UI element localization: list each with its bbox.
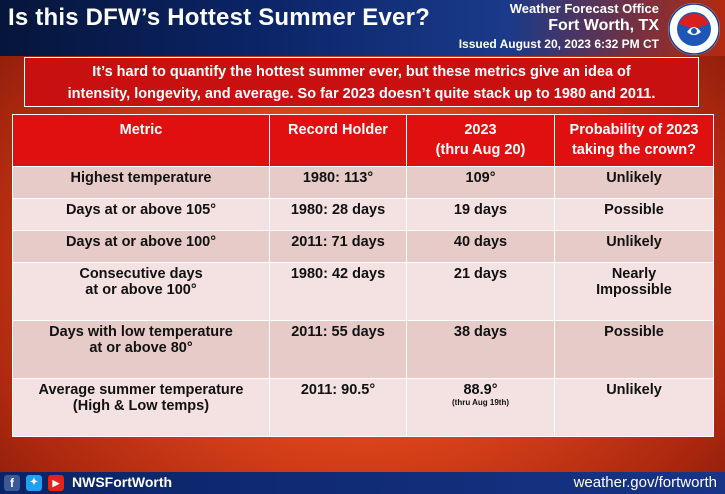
holder-cell: 1980: 113° [269,166,407,199]
metric-label: Highest temperature [70,170,212,186]
header-2023-line1: 2023 [464,122,497,138]
metric-label: Days at or above 100° [65,234,217,250]
office-location: Fort Worth, TX [548,17,659,34]
office-info: Weather Forecast Office Fort Worth, TX I… [459,1,659,51]
facebook-icon[interactable]: f [4,475,20,491]
table-row: Highest temperature 1980: 113° 109° Unli… [12,166,714,199]
issued-time: Issued August 20, 2023 6:32 PM CT [458,37,659,51]
table-row: Days at or above 105° 1980: 28 days 19 d… [12,198,714,231]
holder-cell: 1980: 42 days [269,262,407,321]
holder-cell: 2011: 55 days [269,320,407,379]
table-row: Consecutive days at or above 100° 1980: … [12,262,714,321]
nws-logo-icon [668,3,720,55]
intro-line-2: intensity, longevity, and average. So fa… [67,86,656,102]
value-cell: 38 days [406,320,555,379]
metric-label: Days at or above 105° [65,202,217,218]
header-bar: Is this DFW’s Hottest Summer Ever? Weath… [0,0,725,56]
value-cell: 19 days [406,198,555,231]
prob-label-line2: Impossible [596,282,672,298]
header-2023: 2023 (thru Aug 20) [406,114,555,167]
twitter-icon[interactable]: ✦ [26,475,42,491]
page-title: Is this DFW’s Hottest Summer Ever? [8,4,430,31]
footer-bar: f ✦ ▶ NWSFortWorth weather.gov/fortworth [0,472,725,494]
metric-cell: Average summer temperature (High & Low t… [12,378,270,437]
metric-cell: Days with low temperature at or above 80… [12,320,270,379]
holder-cell: 1980: 28 days [269,198,407,231]
value-cell: 40 days [406,230,555,263]
header-record-holder: Record Holder [269,114,407,167]
social-handle[interactable]: NWSFortWorth [72,474,173,490]
website-link[interactable]: weather.gov/fortworth [573,474,717,491]
header-metric: Metric [12,114,270,167]
table-row: Average summer temperature (High & Low t… [12,378,714,437]
prob-cell: Possible [554,320,714,379]
prob-label: Nearly [611,266,657,282]
holder-cell: 2011: 71 days [269,230,407,263]
youtube-icon[interactable]: ▶ [48,475,64,491]
value-cell: 21 days [406,262,555,321]
metric-cell: Consecutive days at or above 100° [12,262,270,321]
table-header-row: Metric Record Holder 2023 (thru Aug 20) … [12,114,714,167]
intro-box: It’s hard to quantify the hottest summer… [24,57,699,107]
value-note: (thru Aug 19th) [451,398,510,407]
holder-cell: 2011: 90.5° [269,378,407,437]
prob-cell: Unlikely [554,166,714,199]
prob-cell: Nearly Impossible [554,262,714,321]
metric-label: Average summer temperature [38,382,244,398]
office-name: Weather Forecast Office [509,1,659,16]
prob-cell: Unlikely [554,230,714,263]
prob-cell: Unlikely [554,378,714,437]
header-probability: Probability of 2023 taking the crown? [554,114,714,167]
metric-label-line2: at or above 80° [89,340,193,356]
metric-label-line2: (High & Low temps) [72,398,210,414]
metric-label-line2: at or above 100° [85,282,197,298]
metric-cell: Days at or above 105° [12,198,270,231]
intro-line-1: It’s hard to quantify the hottest summer… [92,64,631,80]
metric-cell: Days at or above 100° [12,230,270,263]
table-row: Days with low temperature at or above 80… [12,320,714,379]
header-prob-line1: Probability of 2023 [569,122,699,138]
prob-cell: Possible [554,198,714,231]
metrics-table: Metric Record Holder 2023 (thru Aug 20) … [12,114,714,437]
header-prob-line2: taking the crown? [571,142,697,158]
header-2023-line2: (thru Aug 20) [435,142,526,158]
value-cell: 88.9° (thru Aug 19th) [406,378,555,437]
metric-cell: Highest temperature [12,166,270,199]
metric-label: Consecutive days [79,266,203,282]
metric-label: Days with low temperature [49,324,233,340]
value-label: 88.9° [463,382,498,398]
table-row: Days at or above 100° 2011: 71 days 40 d… [12,230,714,263]
value-cell: 109° [406,166,555,199]
